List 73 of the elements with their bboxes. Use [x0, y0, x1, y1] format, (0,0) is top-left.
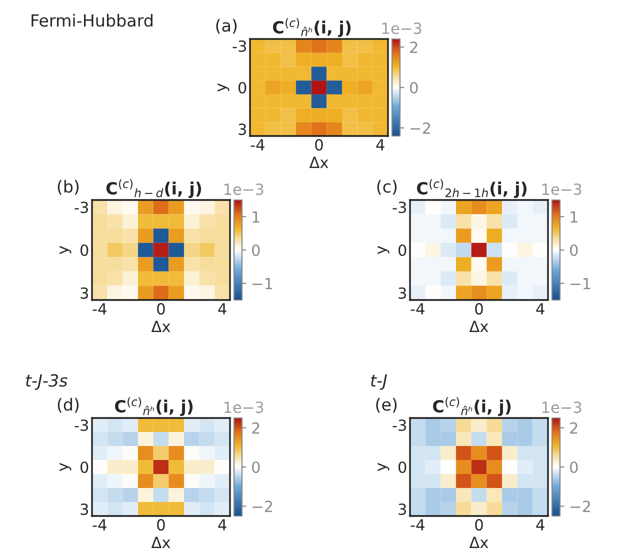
color-bar-label: 2: [410, 42, 418, 53]
color-bar-label: −1: [570, 278, 590, 290]
chart-title: C$^{(c)}$$_{n̂ʰ}$(i, j): [115, 397, 193, 416]
text: (c): [377, 180, 397, 195]
chart-title: C$^{(c)}$$_{n̂ʰ}$(i, j): [273, 18, 351, 37]
color-bar-label: −2: [570, 500, 590, 512]
y-tick-label: 0: [398, 461, 406, 474]
chart-title: C$^{(c)}$$_{h−d}$(i, j): [106, 179, 202, 198]
x-tick-label: -4: [92, 303, 106, 314]
x-tick-label: 4: [218, 303, 226, 314]
y-tick-label: 0: [80, 244, 88, 256]
color-bar-title: 1e−3: [224, 183, 264, 196]
color-bar-title: 1e−3: [542, 183, 582, 196]
y-tick-label: 3: [398, 503, 406, 516]
y-axis-title: y: [60, 246, 72, 254]
x-tick-label: 0: [475, 303, 483, 315]
x-tick-label: 4: [536, 303, 544, 314]
x-tick-label: 4: [218, 519, 226, 530]
color-bar-title: 1e−3: [382, 22, 422, 34]
x-tick-label: -4: [92, 519, 106, 530]
y-tick-label: -3: [392, 202, 406, 214]
y-tick-label: 3: [398, 287, 406, 299]
x-tick-label: 0: [157, 519, 165, 531]
color-bar-label: −1: [252, 278, 272, 290]
chart-title: C$^{(c)}$$_{2h−1h}$(i, j): [417, 179, 526, 198]
y-axis-title: y: [60, 462, 72, 472]
color-bar-label: 0: [410, 82, 418, 94]
y-tick-label: 0: [398, 244, 406, 256]
color-bar-label: 0: [252, 244, 260, 256]
y-axis-title: y: [218, 83, 230, 92]
color-bar-label: 2: [570, 422, 578, 434]
color-bar-label: 0: [252, 461, 260, 474]
color-bar-label: 0: [570, 461, 578, 474]
text: t-J-3s: [26, 374, 68, 390]
x-tick-label: 0: [475, 519, 483, 531]
color-bar-label: −2: [252, 500, 272, 512]
text: (a): [216, 18, 237, 34]
color-bar-label: −2: [410, 122, 430, 134]
x-tick-label: 4: [376, 139, 384, 150]
x-tick-label: -4: [410, 303, 424, 314]
y-tick-label: -3: [392, 419, 406, 432]
y-tick-label: 3: [238, 124, 246, 136]
color-bar-title: 1e−3: [224, 402, 264, 414]
x-axis-title: Δx: [469, 320, 488, 332]
color-bar-label: 0: [570, 244, 578, 256]
y-tick-label: -3: [74, 419, 88, 432]
text: t-J: [371, 374, 387, 390]
color-bar-label: 1: [252, 211, 260, 222]
y-axis-title: y: [378, 462, 390, 472]
y-tick-label: -3: [74, 202, 88, 214]
x-tick-label: -4: [250, 139, 264, 150]
y-tick-label: -3: [232, 40, 246, 52]
text: (e): [376, 398, 397, 413]
text: Fermi-Hubbard: [32, 14, 152, 27]
chart-title: C$^{(c)}$$_{n̂ʰ}$(i, j): [433, 397, 511, 416]
y-axis-title: y: [378, 246, 390, 254]
x-axis-title: Δx: [469, 536, 488, 548]
x-tick-label: -4: [410, 519, 424, 530]
x-axis-title: Δx: [151, 320, 170, 332]
y-tick-label: 3: [80, 287, 88, 299]
text: (b): [58, 180, 79, 195]
x-tick-label: 0: [157, 303, 165, 315]
y-tick-label: 0: [238, 82, 246, 94]
y-tick-label: 3: [80, 503, 88, 516]
x-tick-label: 0: [315, 139, 323, 151]
color-bar-label: 1: [570, 211, 578, 222]
y-tick-label: 0: [80, 461, 88, 474]
x-axis-title: Δx: [309, 156, 328, 168]
color-bar-label: 2: [252, 422, 260, 434]
x-axis-title: Δx: [151, 536, 170, 548]
color-bar-title: 1e−3: [542, 402, 582, 414]
text: (d): [58, 398, 79, 413]
x-tick-label: 4: [536, 519, 544, 530]
